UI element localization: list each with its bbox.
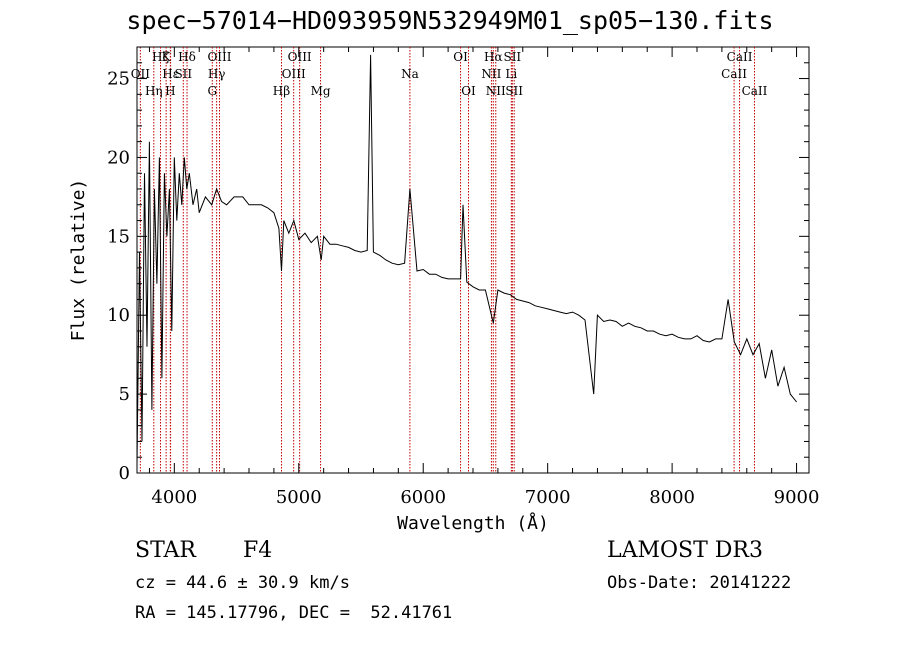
line-label-10: OIII [207,50,231,64]
line-label-21: Li [505,67,517,81]
class-type: STAR [135,538,196,563]
line-label-5: H [165,84,175,98]
line-label-25: CaII [727,50,753,64]
line-label-20: NII [486,84,506,98]
line-label-22: SII [503,50,521,64]
line-label-11: Hβ [273,84,290,98]
y-tick-label-0: 0 [119,463,130,484]
line-label-12: OIII [282,67,306,81]
line-label-2: Hζ [152,50,169,64]
line-label-17: OI [461,84,476,98]
line-label-26: CaII [742,84,768,98]
line-label-19: Hα [484,50,503,64]
y-axis-label: Flux (relative) [68,179,89,342]
y-axis-ticks: 0 5 10 15 20 25 [107,46,809,484]
y-tick-label-3: 15 [107,226,130,247]
line-label-9: G [207,84,217,98]
line-labels: OII Hη Hζ Hε K H SII Hδ Hγ G OIII Hβ OIII OIII Mg Na OI O… [131,50,768,98]
x-tick-label-1: 5000 [276,487,322,508]
line-label-0: OII [131,67,151,81]
line-label-24: CaII [721,67,747,81]
line-label-15: Na [401,67,419,81]
x-tick-label-0: 4000 [151,487,197,508]
line-label-3: Hε [162,67,179,81]
y-tick-label-1: 5 [119,384,130,405]
redshift-cz: cz = 44.6 ± 30.9 km/s [135,573,350,593]
line-label-23: SII [505,84,523,98]
flux-series-line [136,54,797,466]
plot-frame [136,46,810,474]
class-subtype: F4 [243,538,273,563]
y-tick-label-5: 25 [107,69,130,90]
line-label-6: SII [174,67,192,81]
x-tick-label-5: 9000 [774,487,820,508]
chart-title: spec−57014−HD093959N532949M01_sp05−130.f… [126,6,774,35]
x-axis-ticks: 4000 5000 6000 7000 8000 9000 [148,47,820,508]
x-axis-label: Wavelength (Å) [397,512,549,534]
line-label-18: NII [481,67,501,81]
ra-dec: RA = 145.17796, DEC = 52.41761 [135,603,453,623]
line-label-7: Hδ [178,50,196,64]
line-label-8: Hγ [208,67,226,81]
line-label-13: OIII [288,50,312,64]
y-tick-label-2: 10 [107,305,130,326]
y-tick-label-4: 20 [107,147,130,168]
survey-name: LAMOST DR3 [607,538,763,563]
x-tick-label-3: 7000 [525,487,571,508]
x-tick-label-2: 6000 [400,487,446,508]
obs-date: Obs-Date: 20141222 [607,573,792,593]
line-label-16: OI [453,50,468,64]
x-tick-label-4: 8000 [649,487,695,508]
line-label-4: K [162,50,172,64]
line-label-14: Mg [311,84,331,98]
line-markers [139,47,755,473]
line-label-1: Hη [145,84,163,98]
